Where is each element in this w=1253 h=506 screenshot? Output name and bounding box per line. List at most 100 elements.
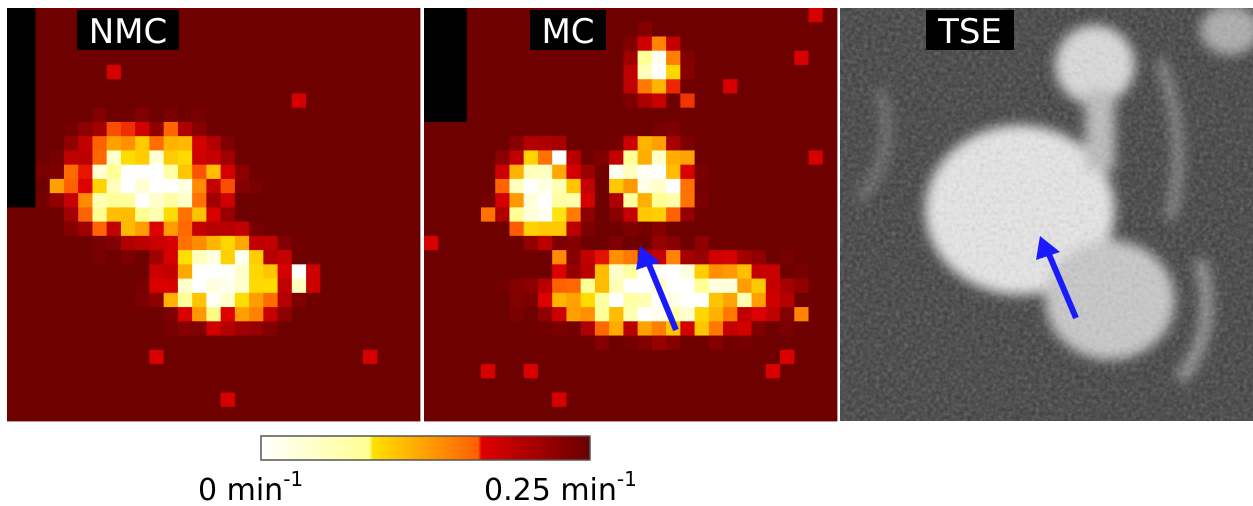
pixel <box>723 165 738 180</box>
pixel <box>406 236 421 251</box>
pixel <box>78 321 93 336</box>
pixel <box>695 108 710 123</box>
pixel <box>709 407 724 422</box>
pixel <box>609 51 624 66</box>
pixel <box>737 279 752 294</box>
pixel <box>335 222 350 237</box>
pixel <box>438 122 453 137</box>
pixel <box>349 321 364 336</box>
pixel <box>581 350 596 365</box>
pixel <box>766 207 781 222</box>
pixel <box>566 378 581 393</box>
pixel <box>467 179 482 194</box>
pixel <box>64 8 79 23</box>
pixel <box>306 65 321 80</box>
pixel <box>363 93 378 108</box>
pixel <box>823 250 838 265</box>
pixel <box>481 122 496 137</box>
pixel <box>249 8 264 23</box>
pixel <box>623 36 638 51</box>
pixel <box>538 108 553 123</box>
pixel <box>121 293 136 308</box>
pixel <box>235 122 250 137</box>
pixel <box>581 122 596 137</box>
pixel <box>566 407 581 422</box>
pixel <box>481 393 496 408</box>
pixel <box>78 293 93 308</box>
pixel <box>192 264 207 279</box>
pixel <box>249 264 264 279</box>
pixel <box>452 51 467 66</box>
pixel <box>638 22 653 37</box>
pixel <box>652 207 667 222</box>
pixel <box>780 207 795 222</box>
pixel <box>64 364 79 379</box>
pixel <box>595 65 610 80</box>
pixel <box>221 236 236 251</box>
pixel <box>581 407 596 422</box>
pixel <box>335 165 350 180</box>
pixel <box>278 279 293 294</box>
pixel <box>249 179 264 194</box>
pixel <box>495 136 510 151</box>
pixel <box>723 364 738 379</box>
pixel <box>406 264 421 279</box>
pixel <box>452 307 467 322</box>
pixel <box>164 51 179 66</box>
pixel <box>723 108 738 123</box>
pixel <box>50 321 65 336</box>
pixel <box>392 8 407 23</box>
pixel <box>121 65 136 80</box>
pixel <box>823 36 838 51</box>
pixel <box>64 122 79 137</box>
pixel <box>638 122 653 137</box>
pixel <box>21 279 36 294</box>
pixel <box>481 222 496 237</box>
pixel <box>206 250 221 265</box>
pixel <box>609 364 624 379</box>
pixel <box>452 79 467 94</box>
pixel <box>21 193 36 208</box>
pixel <box>424 36 439 51</box>
pixel <box>823 93 838 108</box>
pixel <box>78 236 93 251</box>
pixel <box>107 65 122 80</box>
pixel <box>221 364 236 379</box>
pixel <box>595 207 610 222</box>
pixel <box>78 179 93 194</box>
pixel <box>235 336 250 351</box>
pixel <box>638 207 653 222</box>
pixel <box>178 165 193 180</box>
pixel <box>538 136 553 151</box>
pixel <box>64 407 79 422</box>
pixel <box>377 307 392 322</box>
pixel <box>723 293 738 308</box>
pixel <box>21 8 36 23</box>
pixel <box>363 65 378 80</box>
pixel <box>581 108 596 123</box>
pixel <box>335 79 350 94</box>
pixel <box>78 336 93 351</box>
pixel <box>766 393 781 408</box>
pixel <box>363 250 378 265</box>
pixel <box>652 336 667 351</box>
pixel <box>7 407 22 422</box>
pixel <box>638 336 653 351</box>
pixel <box>292 250 307 265</box>
pixel <box>278 22 293 37</box>
pixel <box>823 179 838 194</box>
pixel <box>752 393 767 408</box>
pixel <box>452 207 467 222</box>
pixel <box>737 122 752 137</box>
pixel <box>809 108 824 123</box>
pixel <box>695 222 710 237</box>
pixel <box>178 108 193 123</box>
pixel <box>552 193 567 208</box>
pixel <box>552 350 567 365</box>
pixel <box>695 93 710 108</box>
pixel <box>78 378 93 393</box>
pixel <box>263 150 278 165</box>
pixel <box>695 36 710 51</box>
pixel <box>107 293 122 308</box>
pixel <box>609 93 624 108</box>
